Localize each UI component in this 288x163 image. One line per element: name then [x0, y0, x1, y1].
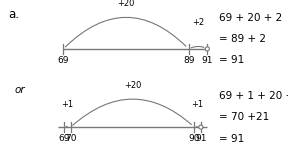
- Text: +20: +20: [117, 0, 135, 8]
- Text: = 89 + 2: = 89 + 2: [219, 34, 266, 44]
- Text: = 70 +21: = 70 +21: [219, 112, 269, 122]
- Text: +1: +1: [61, 100, 73, 109]
- Text: +20: +20: [124, 81, 141, 90]
- Text: or: or: [14, 85, 25, 95]
- Text: +2: +2: [192, 18, 204, 27]
- Text: 70: 70: [65, 134, 76, 143]
- Text: 89: 89: [183, 56, 194, 65]
- Ellipse shape: [199, 125, 203, 129]
- Text: 90: 90: [189, 134, 200, 143]
- Text: 91: 91: [202, 56, 213, 65]
- Text: +1: +1: [192, 100, 204, 109]
- Text: 69: 69: [58, 134, 70, 143]
- Text: = 91: = 91: [219, 55, 244, 65]
- Ellipse shape: [205, 47, 209, 51]
- Text: 69 + 20 + 2: 69 + 20 + 2: [219, 13, 282, 23]
- Text: a.: a.: [9, 8, 20, 21]
- Text: 69 + 1 + 20 + 1: 69 + 1 + 20 + 1: [219, 91, 288, 101]
- Text: 69: 69: [58, 56, 69, 65]
- FancyArrowPatch shape: [191, 46, 204, 48]
- FancyArrowPatch shape: [65, 17, 186, 47]
- Text: = 91: = 91: [219, 134, 244, 144]
- Text: 91: 91: [195, 134, 207, 143]
- FancyArrowPatch shape: [73, 99, 191, 125]
